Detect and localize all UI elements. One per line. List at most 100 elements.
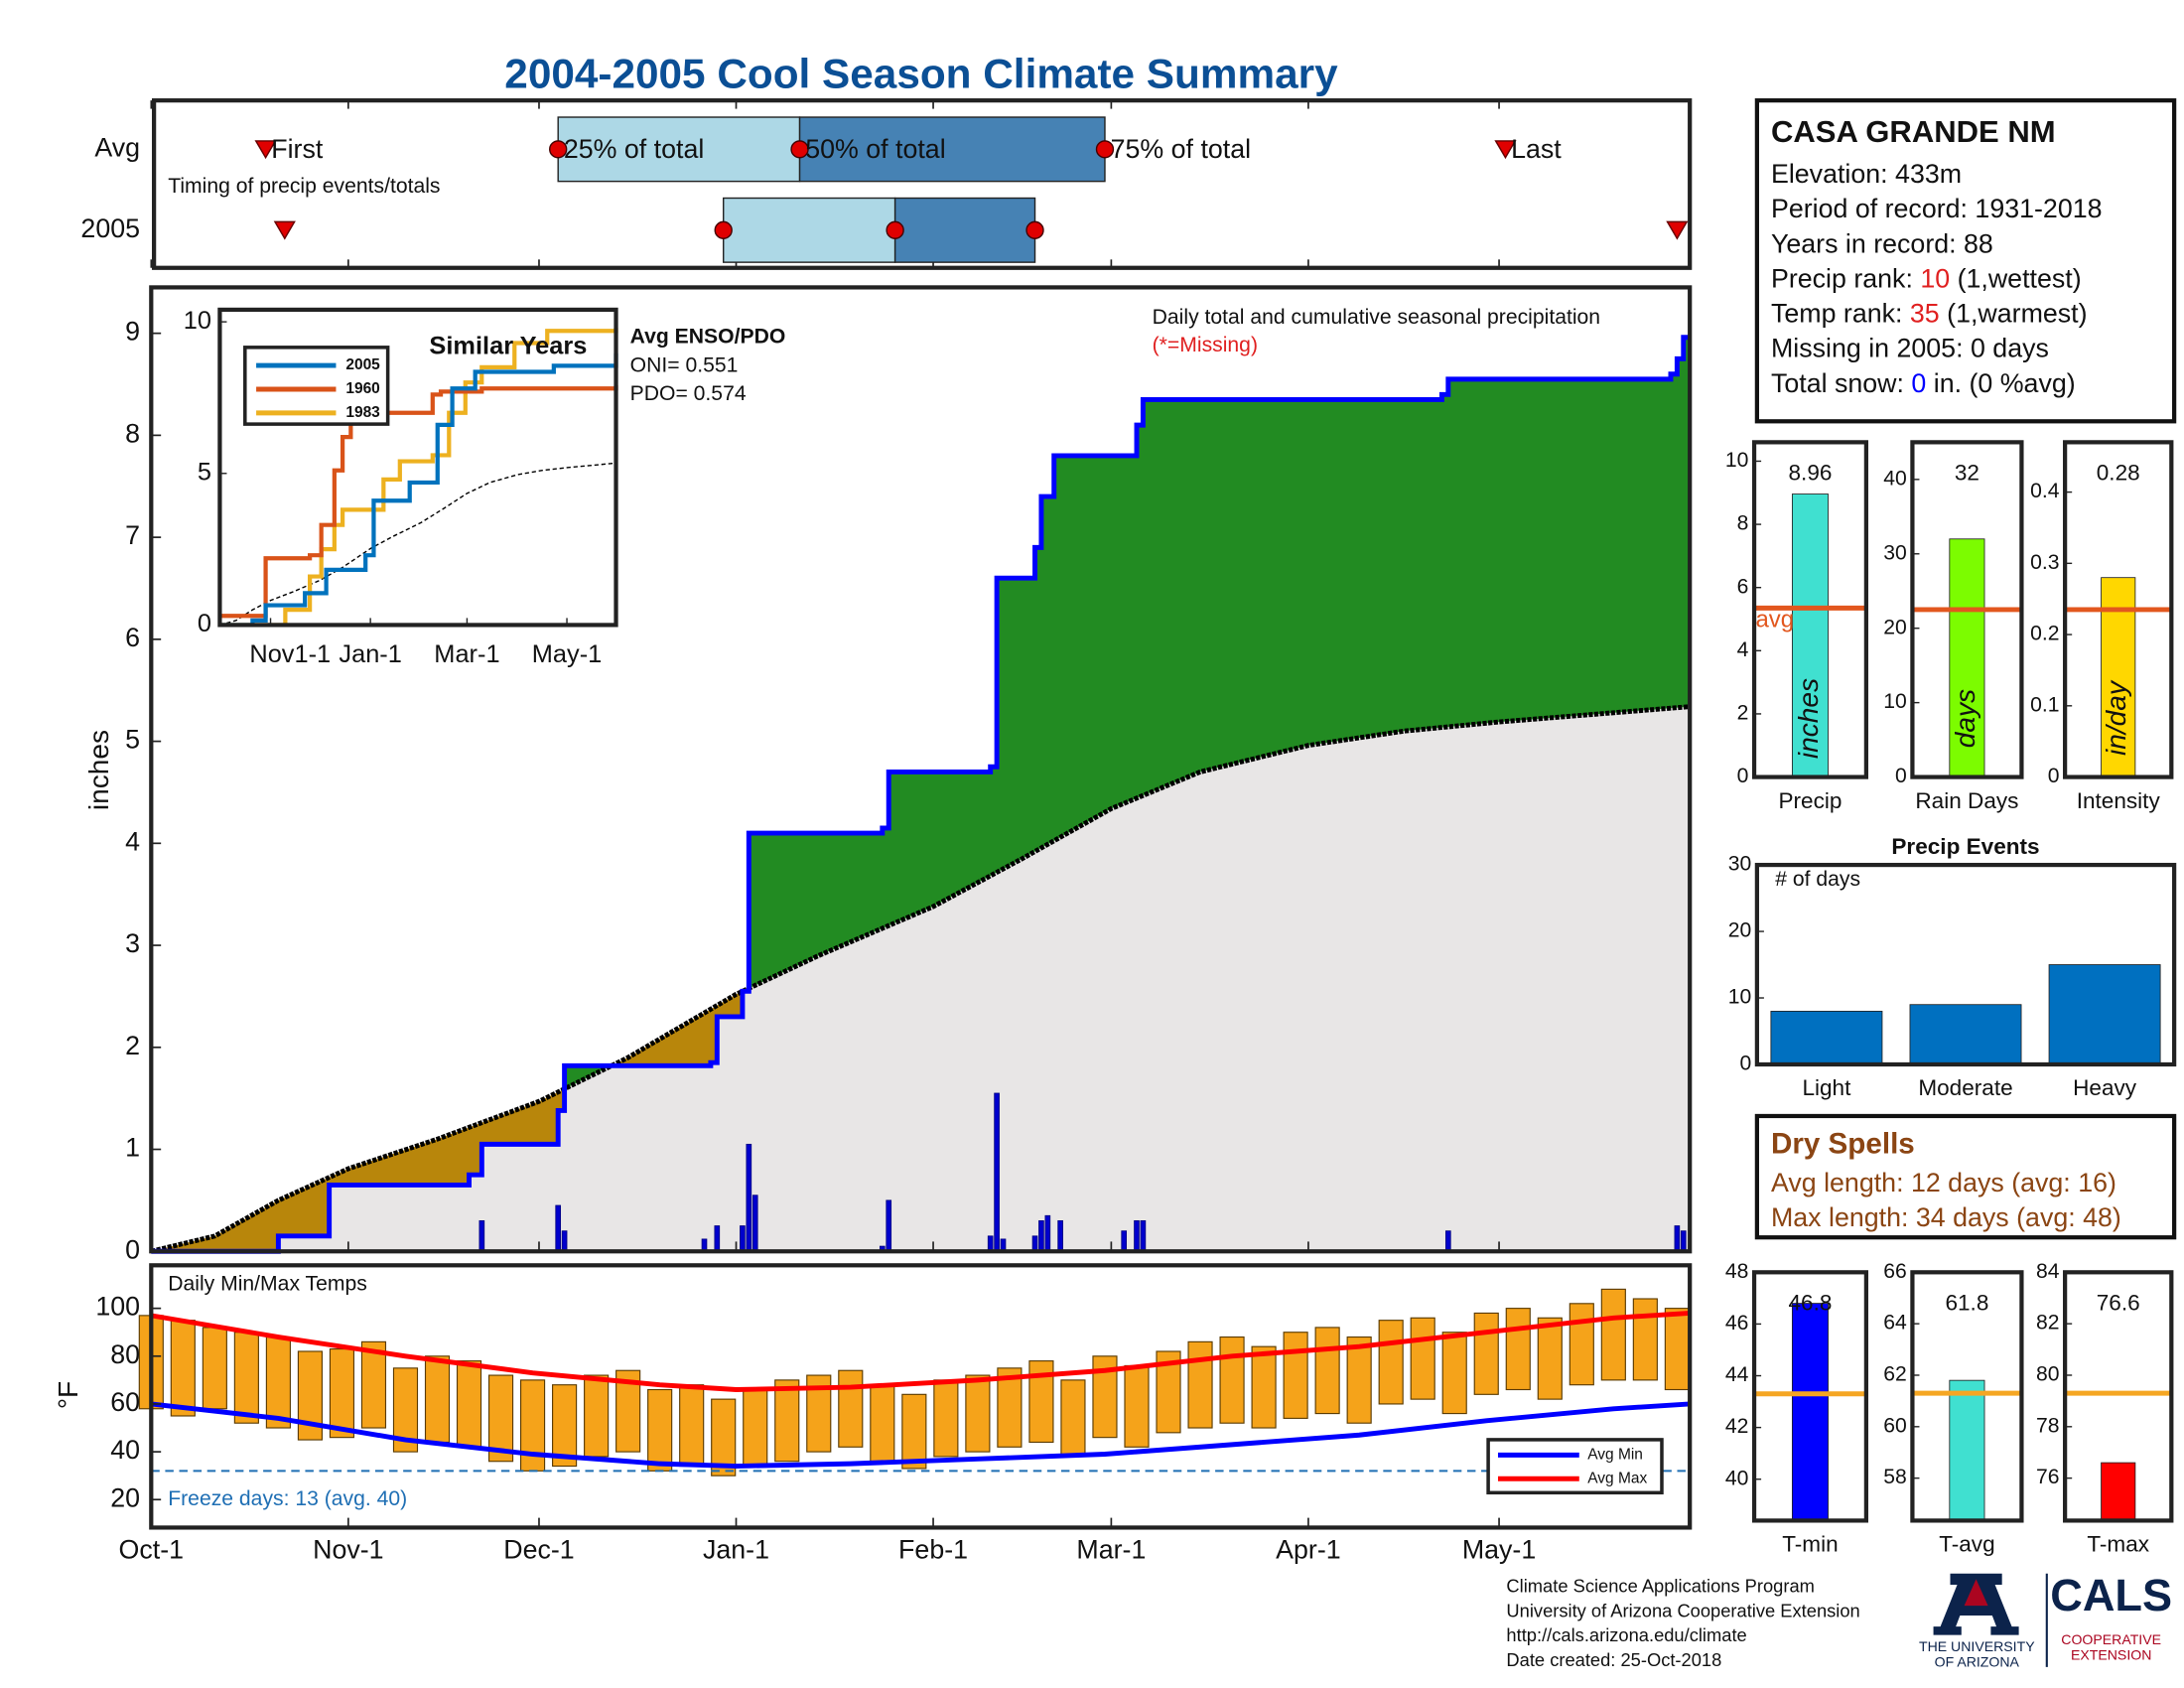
bar [2048,964,2161,1065]
bar-frame [2063,1270,2174,1523]
station-line: Missing in 2005: 0 days [1771,334,2049,363]
y-tick-label: 2 [125,1031,140,1060]
inset-x-tick-label: Jan-1 [339,640,401,668]
legend-label: 1983 [345,404,380,421]
y-tick-label: 58 [1883,1466,1907,1488]
daily-precip-bar [1121,1230,1128,1252]
y-tick-label: 80 [110,1339,140,1369]
temp-range-bar [711,1398,737,1477]
y-tick-label: 0.2 [2030,623,2059,645]
quartile-box [798,116,1106,183]
quartile-box [557,116,801,183]
temp-range-bar [1473,1312,1499,1395]
y-tick-label: 0 [1737,765,1749,787]
y-tick-label: 44 [1725,1363,1749,1386]
station-name: CASA GRANDE NM [1771,114,2056,149]
station-text: 10 [1920,263,1950,293]
y-tick-label: 1 [125,1133,140,1163]
page: 2004-2005 Cool Season Climate Summary Ti… [53,50,2177,1670]
annotation: (*=Missing) [1153,334,1258,356]
y-tick-label: 0 [1895,765,1907,787]
daily-precip-bar [555,1204,562,1252]
temp-range-bar [1632,1298,1658,1381]
x-tick-label: T-max [2087,1532,2149,1557]
footer-line: Date created: 25-Oct-2018 [1506,1649,1721,1670]
temp-range-bar [933,1379,959,1458]
temp-range-bar [265,1336,291,1429]
temp-range-bar [647,1388,673,1472]
daily-precip-bar [886,1199,892,1252]
daily-precip-bar [561,1230,568,1252]
station-text: Total snow: [1771,368,1911,398]
x-tick-label: T-min [1782,1532,1838,1557]
station-line: Years in record: 88 [1771,228,1993,258]
bar-frame [1751,440,1868,779]
temp-range-bar [1124,1364,1150,1448]
temp-range-bar [965,1374,991,1453]
inset-x-tick-label: Mar-1 [434,640,499,668]
quartile-marker [549,140,568,159]
daily-precip-bar [1038,1220,1044,1252]
y-tick-label: 20 [1728,919,1752,942]
temp-range-bar [1346,1336,1372,1424]
bar-frame [1751,1270,1868,1523]
temp-range-bar [774,1379,800,1463]
bar-frame [1910,440,2024,779]
avg-min-line [151,1401,1691,1470]
extension-name: COOPERATIVE [2061,1631,2161,1647]
y-tick-label: 20 [1883,616,1907,638]
temp-title: Daily Min/Max Temps [168,1273,367,1296]
daily-precip-bar [1680,1230,1687,1252]
dry-spells-title: Dry Spells [1771,1127,1915,1160]
temp-range-bar [1410,1317,1435,1400]
y-tick-label: 66 [1883,1260,1907,1283]
cumulative-2005-line [151,335,1691,1254]
inset-y-tick-label: 10 [184,307,211,335]
temp-range-bar [1378,1320,1404,1405]
average-label: avg [1755,606,1794,633]
y-tick-label: 60 [110,1387,140,1417]
x-tick-label: May-1 [1462,1534,1536,1564]
temp-range-bar [1060,1379,1086,1458]
y-tick-label: 40 [1883,467,1907,490]
station-text: (1,warmest) [1940,299,2088,329]
daily-precip-bar [478,1220,485,1252]
event-marker [1666,220,1689,240]
temp-range-bar [838,1369,864,1448]
chart-note: # of days [1775,868,1860,891]
daily-precip-bar [1444,1230,1451,1252]
quartile-marker [886,220,904,239]
y-axis-label: °F [53,1381,83,1409]
y-tick-label: 84 [2036,1260,2060,1283]
station-text: Period of record: 1931-2018 [1771,194,2103,223]
bar-frame [1754,862,2177,1067]
x-tick-label: Mar-1 [1076,1534,1146,1564]
enso-text: PDO= 0.574 [630,382,747,405]
value-label: 61.8 [1945,1291,1988,1316]
temp-range-bar [329,1348,355,1439]
quartile-box [893,197,1036,263]
daily-precip-bar [746,1143,752,1252]
dry-spells-line: Avg length: 12 days (avg: 16) [1771,1168,2116,1197]
y-tick-label: 48 [1725,1260,1749,1283]
inset-title: Similar Years [429,333,587,360]
y-tick-label: 64 [1883,1312,1907,1335]
station-line: Period of record: 1931-2018 [1771,194,2103,223]
bar [1909,1004,2022,1065]
temp-range-bar [360,1340,387,1429]
temp-range-bar [202,1327,227,1410]
y-tick-label: 8 [1737,512,1749,535]
temp-range-bar [1283,1332,1308,1419]
x-tick-label: Feb-1 [898,1534,968,1564]
daily-precip-bar [1674,1225,1681,1252]
daily-precip-bar [751,1195,758,1252]
daily-precip-bar [1057,1220,1063,1252]
inset-x-tick-label: May-1 [532,640,603,668]
temp-range-bar [584,1374,610,1458]
similar-year-line [219,328,618,628]
station-line: Elevation: 433m [1771,159,1962,189]
dry-spells-line: Max length: 34 days (avg: 48) [1771,1202,2121,1232]
bar-frame [1910,1270,2024,1523]
enso-text: ONI= 0.551 [630,353,739,376]
